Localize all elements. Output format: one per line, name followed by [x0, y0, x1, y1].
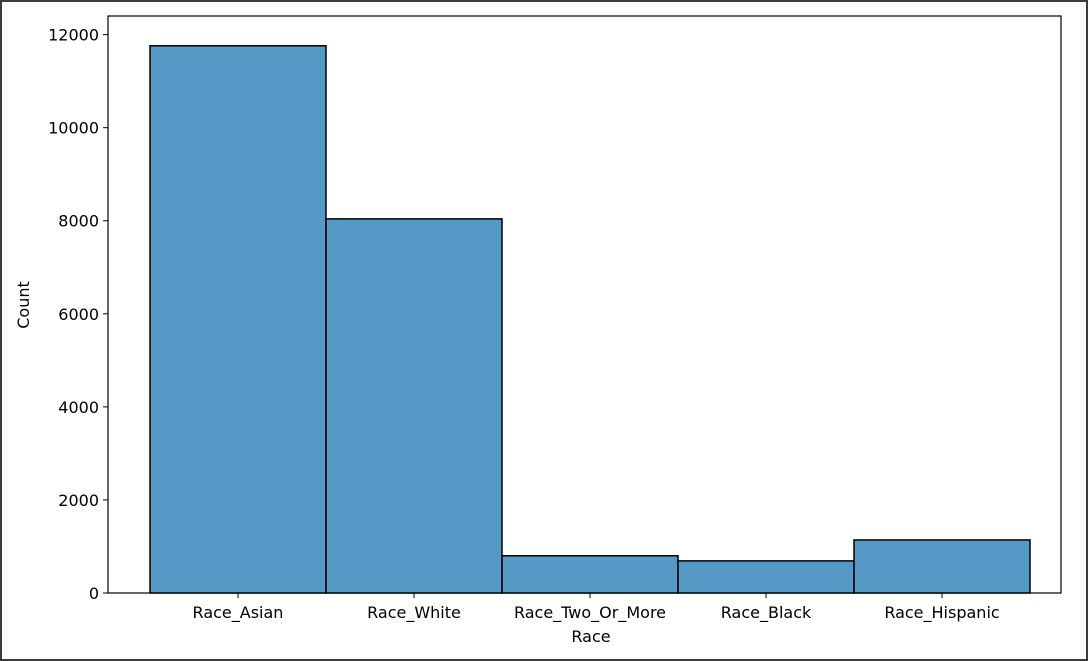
y-tick-label: 2000	[58, 491, 99, 510]
x-axis-label: Race	[571, 627, 610, 646]
bar-race-white	[325, 218, 503, 594]
bar-race-two-or-more	[501, 555, 679, 594]
x-tick-label: Race_White	[367, 603, 461, 623]
bar-race-hispanic	[853, 539, 1031, 594]
y-tick-label: 4000	[58, 398, 99, 417]
y-axis-label: Count	[14, 281, 33, 329]
bar-race-black	[677, 560, 855, 594]
x-tick-label: Race_Two_Or_More	[514, 603, 666, 623]
x-tick-label: Race_Asian	[193, 603, 284, 623]
y-tick-label: 8000	[58, 212, 99, 231]
y-tick-label: 6000	[58, 305, 99, 324]
x-tick-label: Race_Hispanic	[884, 603, 999, 623]
x-axis: Race_Asian Race_White Race_Two_Or_More Race…	[193, 593, 1000, 623]
y-tick-label: 12000	[48, 26, 99, 45]
y-tick-label: 10000	[48, 119, 99, 138]
bars-group	[149, 45, 1031, 594]
x-tick-label: Race_Black	[721, 603, 812, 623]
y-axis: 0 2000 4000 6000 8000 10000 12000	[48, 26, 108, 603]
y-tick-label: 0	[89, 584, 99, 603]
bar-race-asian	[149, 45, 327, 594]
